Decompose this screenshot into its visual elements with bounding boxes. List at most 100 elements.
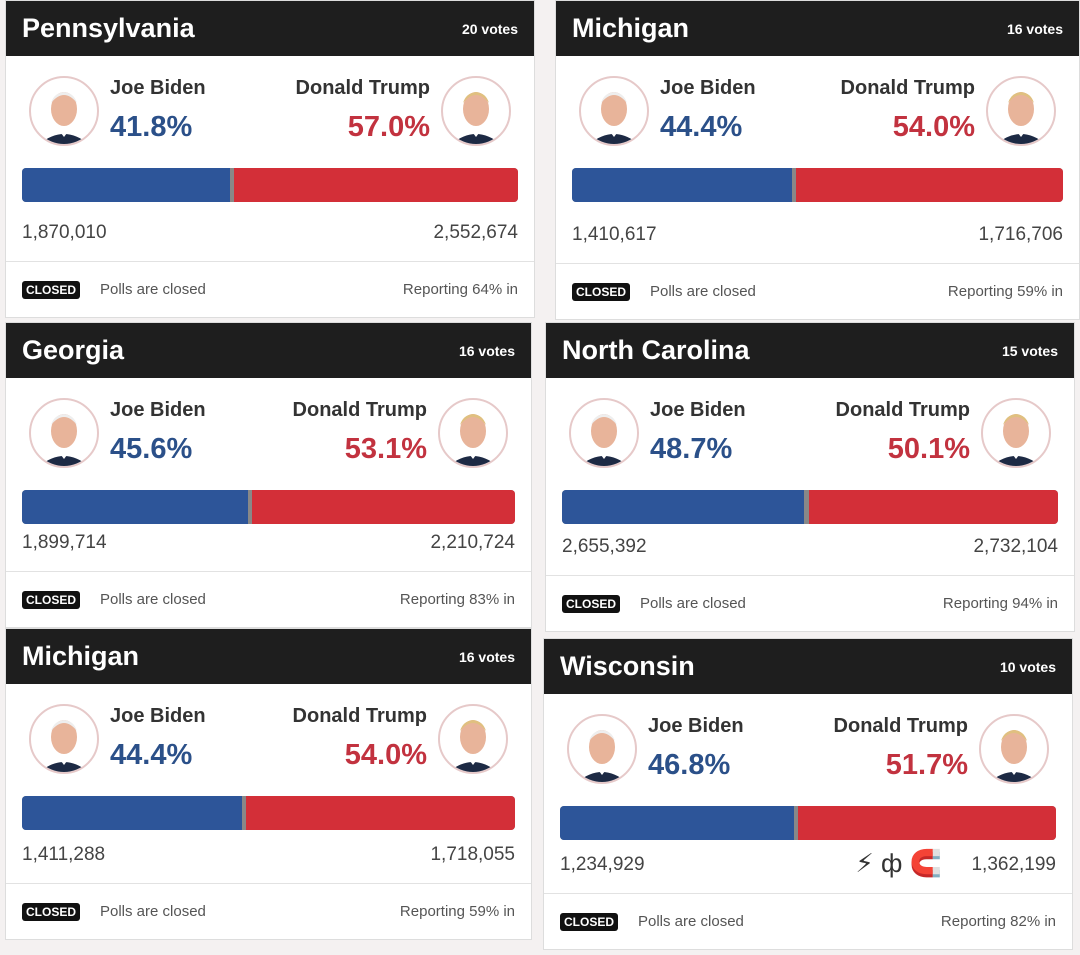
result-bar (22, 168, 518, 202)
trump-share (795, 168, 1063, 202)
trump-share (797, 806, 1056, 840)
candidate-name: Donald Trump (292, 399, 427, 421)
vote-percent: 45.6% (110, 433, 193, 465)
divider (556, 263, 1079, 264)
state-name: Wisconsin (560, 651, 695, 681)
card-header: Pennsylvania 20 votes (6, 1, 534, 56)
candidate-name: Joe Biden (110, 77, 206, 99)
trump-avatar (985, 75, 1057, 147)
vote-percent: 53.1% (344, 433, 427, 465)
trump-share (808, 490, 1058, 524)
candidate-name: Joe Biden (650, 399, 746, 421)
vote-count: 2,655,392 (562, 536, 647, 557)
card-header: Michigan 16 votes (556, 1, 1079, 56)
divider (6, 883, 531, 884)
trump-share (246, 796, 515, 830)
stickers: ⚡ ф 🧲 (855, 848, 942, 878)
vote-count: 1,716,706 (978, 224, 1063, 245)
poll-status: Polls are closed (650, 283, 756, 300)
vote-percent: 54.0% (892, 111, 975, 143)
vote-count: 1,234,929 (560, 854, 645, 875)
vote-percent: 54.0% (344, 739, 427, 771)
biden-share (562, 490, 805, 524)
closed-badge: CLOSED (572, 283, 631, 301)
closed-badge: CLOSED (22, 281, 81, 299)
biden-share (572, 168, 792, 202)
divider (6, 261, 534, 262)
candidate-name: Joe Biden (648, 715, 744, 737)
trump-avatar (978, 713, 1050, 785)
reporting: Reporting 83% in (399, 591, 515, 608)
electoral-votes: 16 votes (458, 343, 515, 359)
card-header: Wisconsin 10 votes (544, 639, 1072, 694)
vote-percent: 57.0% (347, 111, 430, 143)
state-card: Georgia 16 votes Joe Biden 45.6% Donald Trum… (5, 322, 532, 628)
candidate-name: Joe Biden (660, 77, 756, 99)
vote-count: 2,732,104 (973, 536, 1058, 557)
electoral-votes: 15 votes (1001, 343, 1058, 359)
poll-status: Polls are closed (640, 595, 746, 612)
vote-count: 2,552,674 (433, 222, 518, 243)
vote-count: 1,718,055 (430, 844, 515, 865)
state-card: North Carolina 15 votes Joe Biden 48.7% Dona… (545, 322, 1075, 632)
state-name: Georgia (22, 335, 125, 365)
vote-percent: 44.4% (660, 111, 743, 143)
card-header: Michigan 16 votes (6, 629, 531, 684)
candidate-name: Donald Trump (835, 399, 970, 421)
vote-percent: 46.8% (648, 749, 731, 781)
candidate-name: Joe Biden (110, 705, 206, 727)
biden-avatar (578, 75, 650, 147)
vote-percent: 44.4% (110, 739, 193, 771)
state-card: Pennsylvania 20 votes Joe Biden 41.8% Donald… (5, 0, 535, 318)
divider (546, 575, 1074, 576)
result-bar (572, 168, 1063, 202)
vote-count: 1,899,714 (22, 532, 107, 553)
biden-avatar (28, 75, 100, 147)
electoral-votes: 16 votes (458, 649, 515, 665)
state-name: North Carolina (562, 335, 750, 365)
vote-count: 1,411,288 (22, 844, 106, 865)
reporting: Reporting 59% in (947, 283, 1063, 300)
trump-avatar (437, 397, 509, 469)
candidate-name: Donald Trump (833, 715, 968, 737)
biden-share (22, 490, 248, 524)
closed-badge: CLOSED (22, 591, 81, 609)
state-card: Michigan 16 votes Joe Biden 44.4% Donald Tru… (555, 0, 1080, 320)
divider (6, 571, 531, 572)
candidate-name: Donald Trump (840, 77, 975, 99)
poll-status: Polls are closed (100, 903, 206, 920)
state-card: Wisconsin 10 votes Joe Biden 46.8% Donald Tr… (543, 638, 1073, 950)
poll-status: Polls are closed (100, 591, 206, 608)
candidate-name: Donald Trump (295, 77, 430, 99)
vote-count: 1,870,010 (22, 222, 107, 243)
result-bar (560, 806, 1056, 840)
state-name: Michigan (572, 13, 690, 43)
vote-count: 1,362,199 (971, 854, 1056, 875)
biden-share (22, 168, 230, 202)
candidate-name: Donald Trump (292, 705, 427, 727)
state-card: Michigan 16 votes Joe Biden 44.4% Donald Tru… (5, 628, 532, 940)
trump-avatar (980, 397, 1052, 469)
biden-share (22, 796, 243, 830)
candidate-name: Joe Biden (110, 399, 206, 421)
vote-percent: 48.7% (650, 433, 733, 465)
result-bar (22, 490, 515, 524)
closed-badge: CLOSED (562, 595, 621, 613)
card-header: Georgia 16 votes (6, 323, 531, 378)
biden-avatar (566, 713, 638, 785)
biden-share (560, 806, 794, 840)
trump-share (251, 490, 515, 524)
electoral-votes: 10 votes (999, 659, 1056, 675)
trump-avatar (437, 703, 509, 775)
vote-percent: 41.8% (110, 111, 193, 143)
closed-badge: CLOSED (22, 903, 81, 921)
biden-avatar (568, 397, 640, 469)
vote-percent: 51.7% (885, 749, 968, 781)
result-bar (562, 490, 1058, 524)
poll-status: Polls are closed (100, 281, 206, 298)
vote-count: 2,210,724 (430, 532, 515, 553)
trump-share (233, 168, 518, 202)
state-name: Michigan (22, 641, 140, 671)
biden-avatar (28, 703, 100, 775)
trump-avatar (440, 75, 512, 147)
